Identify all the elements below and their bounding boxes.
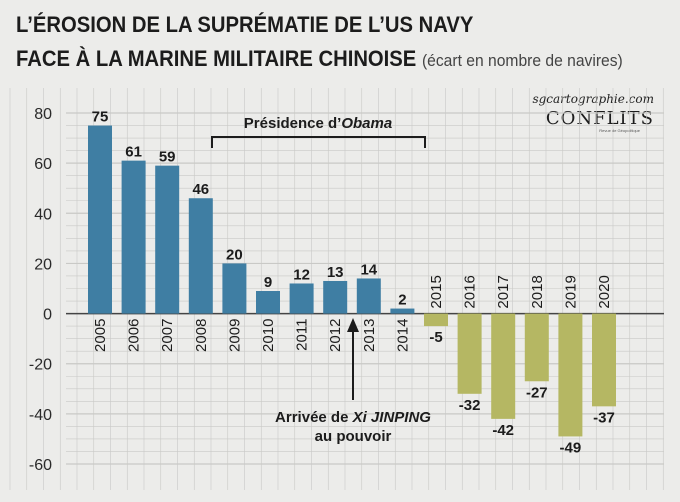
- y-tick-label: -40: [29, 407, 52, 424]
- bar-2020: [592, 313, 616, 407]
- chart-labels: 80 60 40 20 0 -20 -40 -60 75 2005 61 2006 59 2007 46 20…: [29, 106, 615, 474]
- value-label-2018: -27: [526, 384, 548, 401]
- y-tick-label: -60: [29, 457, 52, 474]
- year-label-2009: 2009: [226, 319, 243, 352]
- year-label-2020: 2020: [596, 275, 613, 308]
- xi-annotation: Arrivée de Xi JINPING au pouvoir: [275, 318, 431, 445]
- bar-2006: [121, 160, 146, 314]
- year-label-2015: 2015: [428, 275, 445, 308]
- bar-2007: [155, 165, 180, 314]
- bar-2019: [558, 313, 583, 437]
- obama-label-prefix: Présidence d’: [244, 115, 342, 132]
- bar-2010: [256, 291, 280, 314]
- bar-2015: [424, 313, 448, 327]
- xi-arrow-head: [347, 318, 359, 332]
- y-tick-label: 40: [34, 206, 52, 223]
- value-label-2013: 14: [360, 261, 377, 278]
- chart-bars: [88, 125, 616, 437]
- year-label-2011: 2011: [294, 319, 311, 351]
- bar-2014: [390, 308, 415, 314]
- year-label-2019: 2019: [562, 275, 579, 308]
- year-label-2012: 2012: [327, 319, 344, 352]
- bar-2008: [188, 198, 213, 314]
- year-label-2006: 2006: [126, 319, 143, 352]
- y-tick-label: -20: [29, 357, 52, 374]
- year-label-2018: 2018: [529, 275, 546, 308]
- bar-2018: [524, 313, 549, 382]
- y-tick-label: 0: [43, 307, 52, 324]
- bar-2009: [222, 263, 247, 314]
- value-label-2020: -37: [593, 409, 615, 426]
- obama-bracket: [211, 136, 426, 148]
- bar-2005: [88, 125, 112, 314]
- value-label-2010: 9: [264, 274, 272, 291]
- obama-label: Présidence d’Obama: [244, 115, 392, 132]
- xi-label-line1: Arrivée de Xi JINPING: [275, 409, 431, 426]
- year-label-2005: 2005: [92, 319, 109, 352]
- xi-label-prefix: Arrivée de: [275, 409, 353, 426]
- value-label-2015: -5: [429, 329, 442, 346]
- value-label-2019: -49: [560, 439, 582, 456]
- xi-label-name: Xi JINPING: [352, 409, 432, 426]
- year-label-2017: 2017: [495, 275, 512, 308]
- bar-2012: [323, 280, 348, 314]
- chart-title-line2-text: FACE À LA MARINE MILITAIRE CHINOISE: [16, 46, 417, 71]
- bar-2011: [289, 283, 314, 314]
- year-label-2013: 2013: [361, 319, 378, 352]
- year-label-2014: 2014: [394, 319, 411, 352]
- obama-label-name: Obama: [341, 115, 392, 132]
- value-label-2006: 61: [125, 144, 142, 161]
- year-label-2010: 2010: [260, 319, 277, 352]
- y-tick-label: 60: [34, 156, 52, 173]
- chart-title-line2: FACE À LA MARINE MILITAIRE CHINOISE (éca…: [16, 46, 623, 72]
- y-tick-label: 80: [34, 106, 52, 123]
- bar-2017: [491, 313, 516, 419]
- value-label-2007: 59: [159, 149, 176, 166]
- bar-2013: [356, 278, 381, 314]
- year-label-2008: 2008: [193, 319, 210, 352]
- obama-annotation: Présidence d’Obama: [211, 115, 426, 148]
- chart-title-line1: L’ÉROSION DE LA SUPRÉMATIE DE L’US NAVY: [16, 12, 474, 37]
- year-label-2016: 2016: [462, 275, 479, 308]
- xi-label-line2: au pouvoir: [315, 428, 392, 445]
- value-label-2005: 75: [92, 109, 109, 126]
- logo-subtitle: Revue de Géopolitique: [599, 128, 640, 133]
- value-label-2012: 13: [327, 264, 344, 281]
- y-tick-label: 20: [34, 256, 52, 273]
- chart-subtitle: (écart en nombre de navires): [421, 51, 623, 70]
- value-label-2011: 12: [293, 266, 310, 283]
- value-label-2017: -42: [492, 422, 514, 439]
- bar-2016: [457, 313, 482, 394]
- value-label-2009: 20: [226, 246, 243, 263]
- value-label-2016: -32: [459, 397, 481, 414]
- year-label-2007: 2007: [159, 319, 176, 352]
- value-label-2008: 46: [192, 181, 209, 198]
- value-label-2014: 2: [398, 292, 406, 309]
